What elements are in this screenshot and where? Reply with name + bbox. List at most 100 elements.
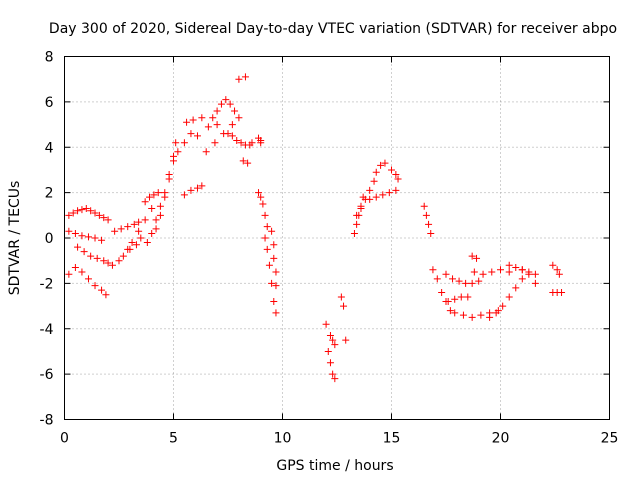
data-point [549,261,557,269]
series-arc34 [442,270,483,287]
data-point [87,252,95,260]
data-point [154,189,162,197]
data-point [446,307,454,315]
series-arc38 [470,266,513,278]
y-tick-label: 2 [45,186,54,202]
data-point [392,170,400,178]
data-point [187,186,195,194]
data-point [78,232,86,240]
data-point [124,223,132,231]
data-point [272,282,280,290]
data-point [104,216,112,224]
data-point [518,266,526,274]
series-arc43 [549,288,566,296]
y-tick-label: -8 [40,413,54,429]
data-point [342,336,350,344]
data-point [505,268,513,276]
data-point [357,205,365,213]
series-arc12 [174,130,201,156]
data-point [505,261,513,269]
data-point [209,114,217,122]
data-point [237,139,245,147]
data-point [91,282,99,290]
data-point [87,207,95,215]
data-point [370,177,378,185]
y-tick-label: 6 [45,95,54,111]
data-point [427,229,435,237]
data-point [174,148,182,156]
data-point [331,341,339,349]
series-arc13 [180,182,206,199]
data-point [132,241,140,249]
x-tick-label: 25 [601,431,619,447]
data-point [422,211,430,219]
data-point [84,275,92,283]
data-point [272,309,280,317]
series-arc10 [152,139,180,233]
data-point [531,279,539,287]
data-point [492,309,500,317]
data-point [451,295,459,303]
data-point [71,263,79,271]
data-point [248,139,256,147]
data-point [420,202,428,210]
data-point [457,293,465,301]
series-arc14 [183,114,221,131]
data-point [468,313,476,321]
series-arc31 [388,166,402,183]
data-point [148,205,156,213]
data-point [381,159,389,167]
data-point [340,302,348,310]
series-arc39 [486,275,526,321]
series-arc15 [202,114,243,156]
data-point [372,168,380,176]
x-axis-label: GPS time / hours [276,458,393,474]
data-point [226,100,234,108]
y-tick-label: 4 [45,140,54,156]
data-point [366,195,374,203]
data-point [372,193,380,201]
y-tick-label: 0 [45,231,54,247]
data-point [100,257,108,265]
data-point [183,118,191,126]
data-point [146,193,154,201]
data-point [468,252,476,260]
series-arc36 [451,307,502,321]
data-point [322,320,330,328]
data-point [379,191,387,199]
x-tick-label: 10 [274,431,292,447]
data-point [488,268,496,276]
data-point [213,107,221,115]
series-arc25 [326,332,339,349]
data-point [119,252,127,260]
series-arc37 [468,252,481,262]
data-point [455,277,463,285]
data-point [326,332,334,340]
data-point [499,302,507,310]
series-arc41 [518,266,539,278]
y-tick-label: 8 [45,50,54,66]
series-arc23 [268,227,280,290]
series-arc4 [65,263,110,299]
data-point [95,211,103,219]
data-point [74,243,82,251]
data-point [350,229,358,237]
data-point [152,216,160,224]
y-tick-label: -4 [40,322,54,338]
data-point [93,254,101,262]
series-arc20 [255,134,265,147]
data-point [224,130,232,138]
data-point [193,184,201,192]
series-arc35 [444,293,472,306]
series-arc28 [353,177,378,219]
data-point [98,286,106,294]
data-point [141,216,149,224]
y-tick-label: -6 [40,367,54,383]
data-point [331,375,339,383]
data-point [329,370,337,378]
data-point [161,193,169,201]
data-point [100,214,108,222]
data-point [213,121,221,129]
data-point [102,291,110,299]
data-point [257,139,265,147]
